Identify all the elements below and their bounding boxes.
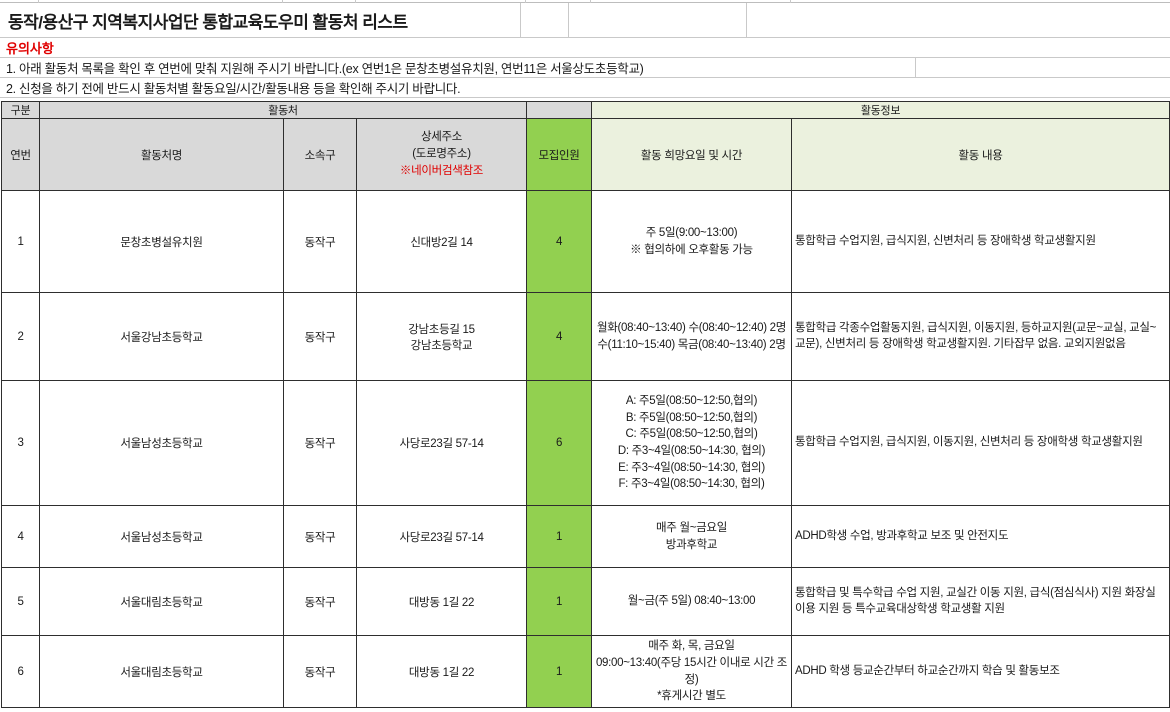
header-address-note: ※네이버검색참조 xyxy=(399,165,484,178)
header-content[interactable]: 활동 내용 xyxy=(791,118,1170,191)
top-gridline-strip xyxy=(0,0,1170,3)
cell-address[interactable]: 사당로23길 57-14 xyxy=(356,380,527,506)
cell-content[interactable]: 통합학급 수업지원, 급식지원, 신변처리 등 장애학생 학교생활지원 xyxy=(791,190,1170,293)
cell-district[interactable]: 동작구 xyxy=(283,567,357,636)
header-address-line2: (도로명주소) xyxy=(412,147,471,160)
notice-heading-cell[interactable]: 유의사항 xyxy=(0,38,1170,58)
header-group-info[interactable]: 활동정보 xyxy=(591,101,1170,119)
cell-content[interactable]: 통합학급 각종수업활동지원, 급식지원, 이동지원, 등하교지원(교문~교실, … xyxy=(791,292,1170,381)
cell-schedule[interactable]: 매주 화, 목, 금요일 09:00~13:40(주당 15시간 이내로 시간 … xyxy=(591,635,792,708)
activity-site-table: 구분 활동처 활동정보 연번 활동처명 소속구 상세주소 (도로명주소) ※네이… xyxy=(1,101,1170,708)
cell-seq[interactable]: 2 xyxy=(1,292,40,381)
cell-address[interactable]: 강남초등길 15 강남초등학교 xyxy=(356,292,527,381)
notice-heading: 유의사항 xyxy=(6,41,54,56)
table-row: 5 서울대림초등학교 동작구 대방동 1길 22 1 월~금(주 5일) 08:40~13… xyxy=(1,567,1170,636)
cell-seq[interactable]: 6 xyxy=(1,635,40,708)
page-title: 동작/용산구 지역복지사업단 통합교육도우미 활동처 리스트 xyxy=(8,12,408,32)
cell-district[interactable]: 동작구 xyxy=(283,505,357,568)
cell-capacity[interactable]: 1 xyxy=(526,567,592,636)
cell-seq[interactable]: 1 xyxy=(1,190,40,293)
cell-schedule[interactable]: 매주 월~금요일 방과후학교 xyxy=(591,505,792,568)
header-schedule[interactable]: 활동 희망요일 및 시간 xyxy=(591,118,792,191)
cell-site-name[interactable]: 서울대림초등학교 xyxy=(39,567,284,636)
cell-district[interactable]: 동작구 xyxy=(283,292,357,381)
cell-capacity[interactable]: 1 xyxy=(526,505,592,568)
cell-content[interactable]: ADHD학생 수업, 방과후학교 보조 및 안전지도 xyxy=(791,505,1170,568)
header-capacity[interactable]: 모집인원 xyxy=(526,118,592,191)
cell-capacity[interactable]: 1 xyxy=(526,635,592,708)
header-gubun[interactable]: 구분 xyxy=(1,101,40,119)
cell-schedule[interactable]: 월~금(주 5일) 08:40~13:00 xyxy=(591,567,792,636)
cell-seq[interactable]: 5 xyxy=(1,567,40,636)
cell-capacity[interactable]: 6 xyxy=(526,380,592,506)
note-1-cell[interactable]: 1. 아래 활동처 목록을 확인 후 연번에 맞춰 지원해 주시기 바랍니다.(… xyxy=(0,58,1170,78)
cell-district[interactable]: 동작구 xyxy=(283,380,357,506)
cell-address[interactable]: 신대방2길 14 xyxy=(356,190,527,293)
table-row: 4 서울남성초등학교 동작구 사당로23길 57-14 1 매주 월~금요일 방과후학교 A… xyxy=(1,505,1170,568)
cell-content[interactable]: 통합학급 수업지원, 급식지원, 이동지원, 신변처리 등 장애학생 학교생활지… xyxy=(791,380,1170,506)
cell-schedule[interactable]: 주 5일(9:00~13:00) ※ 협의하에 오후활동 가능 xyxy=(591,190,792,293)
cell-content[interactable]: ADHD 학생 등교순간부터 하교순간까지 학습 및 활동보조 xyxy=(791,635,1170,708)
table-row: 1 문창초병설유치원 동작구 신대방2길 14 4 주 5일(9:00~13:00) ※ … xyxy=(1,190,1170,293)
cell-content[interactable]: 통합학급 및 특수학급 수업 지원, 교실간 이동 지원, 급식(점심식사) 지… xyxy=(791,567,1170,636)
column-header-row: 연번 활동처명 소속구 상세주소 (도로명주소) ※네이버검색참조 모집인원 활… xyxy=(1,118,1170,191)
cell-site-name[interactable]: 서울남성초등학교 xyxy=(39,505,284,568)
cell-district[interactable]: 동작구 xyxy=(283,635,357,708)
table-row: 3 서울남성초등학교 동작구 사당로23길 57-14 6 A: 주5일(08:50~12… xyxy=(1,380,1170,506)
title-cell[interactable]: 동작/용산구 지역복지사업단 통합교육도우미 활동처 리스트 xyxy=(0,3,1170,38)
cell-site-name[interactable]: 서울대림초등학교 xyxy=(39,635,284,708)
cell-district[interactable]: 동작구 xyxy=(283,190,357,293)
cell-site-name[interactable]: 문창초병설유치원 xyxy=(39,190,284,293)
cell-address[interactable]: 대방동 1길 22 xyxy=(356,567,527,636)
header-group-empty[interactable] xyxy=(526,101,592,119)
group-header-row: 구분 활동처 활동정보 xyxy=(1,101,1170,119)
header-group-site[interactable]: 활동처 xyxy=(39,101,527,119)
table-row: 6 서울대림초등학교 동작구 대방동 1길 22 1 매주 화, 목, 금요일 09:00… xyxy=(1,635,1170,708)
header-site-name[interactable]: 활동처명 xyxy=(39,118,284,191)
cell-schedule[interactable]: A: 주5일(08:50~12:50,협의) B: 주5일(08:50~12:5… xyxy=(591,380,792,506)
note-2-cell[interactable]: 2. 신청을 하기 전에 반드시 활동처별 활동요일/시간/활동내용 등을 확인… xyxy=(0,78,1170,98)
cell-capacity[interactable]: 4 xyxy=(526,292,592,381)
note-1-text: 1. 아래 활동처 목록을 확인 후 연번에 맞춰 지원해 주시기 바랍니다.(… xyxy=(6,62,644,76)
cell-capacity[interactable]: 4 xyxy=(526,190,592,293)
cell-seq[interactable]: 4 xyxy=(1,505,40,568)
cell-address[interactable]: 사당로23길 57-14 xyxy=(356,505,527,568)
cell-schedule[interactable]: 월화(08:40~13:40) 수(08:40~12:40) 2명 수(11:1… xyxy=(591,292,792,381)
cell-site-name[interactable]: 서울남성초등학교 xyxy=(39,380,284,506)
header-district[interactable]: 소속구 xyxy=(283,118,357,191)
cell-address[interactable]: 대방동 1길 22 xyxy=(356,635,527,708)
cell-site-name[interactable]: 서울강남초등학교 xyxy=(39,292,284,381)
header-address[interactable]: 상세주소 (도로명주소) ※네이버검색참조 xyxy=(356,118,527,191)
note-2-text: 2. 신청을 하기 전에 반드시 활동처별 활동요일/시간/활동내용 등을 확인… xyxy=(6,82,461,96)
cell-seq[interactable]: 3 xyxy=(1,380,40,506)
table-row: 2 서울강남초등학교 동작구 강남초등길 15 강남초등학교 4 월화(08:40~13:… xyxy=(1,292,1170,381)
header-address-line1: 상세주소 xyxy=(420,130,463,143)
header-seq[interactable]: 연번 xyxy=(1,118,40,191)
